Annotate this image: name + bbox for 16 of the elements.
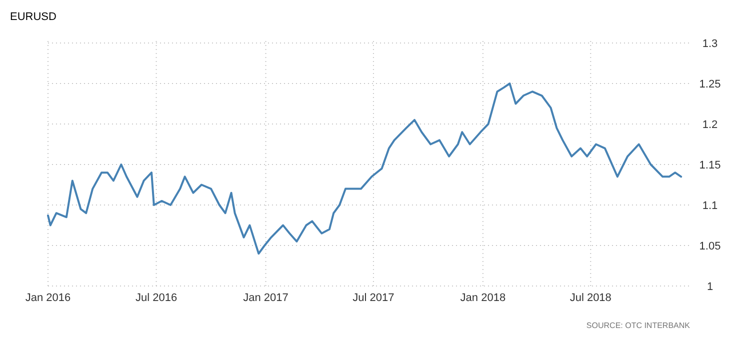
y-tick-label: 1.2 [702, 119, 718, 131]
y-tick-label: 1.1 [702, 200, 718, 212]
line-series [47, 82, 682, 255]
chart-title: EURUSD [10, 11, 57, 23]
y-tick-label: 1.05 [699, 240, 721, 252]
source-note: SOURCE: OTC INTERBANK [586, 321, 691, 330]
y-tick-label: 1.3 [702, 38, 718, 50]
y-tick-label: 1 [706, 281, 714, 293]
x-tick-label: Jan 2016 [25, 292, 71, 304]
x-tick-label: Jul 2018 [570, 292, 612, 304]
x-tick-label: Jul 2016 [135, 292, 178, 304]
y-tick-label: 1.25 [699, 78, 721, 90]
y-tick-label: 1.15 [699, 160, 721, 172]
x-tick-label: Jan 2018 [460, 292, 506, 304]
x-tick-label: Jan 2017 [243, 292, 288, 304]
x-tick-label: Jul 2017 [352, 292, 394, 304]
